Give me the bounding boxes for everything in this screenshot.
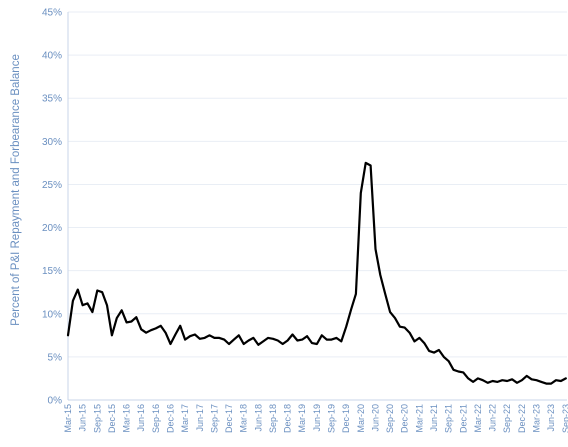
y-tick-label: 20%: [42, 223, 62, 234]
x-tick-label: Jun-18: [253, 404, 263, 432]
x-tick-label: Jun-15: [78, 404, 88, 432]
x-tick-label: Jun-16: [136, 404, 146, 432]
y-tick-label: 45%: [42, 8, 62, 19]
y-tick-label: 10%: [42, 309, 62, 320]
x-tick-label: Mar-22: [473, 404, 483, 433]
x-tick-label: Dec-15: [107, 404, 117, 433]
x-tick-label: Jun-20: [370, 404, 380, 432]
x-tick-label: Sep-21: [444, 404, 454, 433]
y-tick-label: 40%: [42, 51, 62, 62]
x-tick-label: Dec-21: [458, 404, 468, 433]
x-tick-label: Mar-18: [239, 404, 249, 433]
x-tick-label: Sep-19: [327, 404, 337, 433]
series-lines: [66, 161, 567, 385]
x-tick-label: Sep-16: [151, 404, 161, 433]
x-tick-label: Sep-18: [268, 404, 278, 433]
x-tick-label: Sep-15: [92, 404, 102, 433]
y-tick-label: 30%: [42, 137, 62, 148]
y-tick-label: 25%: [42, 180, 62, 191]
x-tick-label: Sep-23: [561, 404, 568, 433]
y-tick-label: 5%: [48, 352, 63, 363]
x-tick-label: Dec-17: [224, 404, 234, 433]
y-axis-label: Percent of P&I Repayment and Forbearance…: [10, 54, 22, 326]
x-tick-label: Dec-19: [341, 404, 351, 433]
y-tick-label: 15%: [42, 266, 62, 277]
x-tick-label: Dec-18: [283, 404, 293, 433]
x-tick-label: Jun-21: [429, 404, 439, 432]
x-tick-label: Jun-23: [546, 404, 556, 432]
x-tick-label: Jun-19: [312, 404, 322, 432]
x-tick-label: Mar-19: [297, 404, 307, 433]
series-line: [66, 161, 567, 385]
y-tick-label: 35%: [42, 94, 62, 105]
y-axis-ticks: 0% 5% 10% 15% 20% 25% 30% 35% 40% 45%: [42, 8, 62, 407]
x-tick-label: Sep-17: [209, 404, 219, 433]
x-tick-label: Dec-20: [400, 404, 410, 433]
x-tick-label: Jun-22: [488, 404, 498, 432]
x-tick-label: Mar-20: [356, 404, 366, 433]
y-tick-label: 0%: [48, 396, 63, 407]
x-tick-label: Dec-16: [165, 404, 175, 433]
x-axis-ticks: Mar-15 Jun-15 Sep-15 Dec-15 Mar-16 Jun-16 Sep-…: [63, 404, 568, 433]
gridlines: [67, 11, 567, 401]
x-tick-label: Sep-20: [385, 404, 395, 433]
x-tick-label: Mar-15: [63, 404, 73, 433]
x-tick-label: Jun-17: [195, 404, 205, 432]
x-tick-label: Mar-17: [180, 404, 190, 433]
x-tick-label: Dec-22: [517, 404, 527, 433]
x-tick-label: Mar-23: [531, 404, 541, 433]
x-tick-label: Mar-16: [122, 404, 132, 433]
x-tick-label: Sep-22: [502, 404, 512, 433]
x-tick-label: Mar-21: [414, 404, 424, 433]
